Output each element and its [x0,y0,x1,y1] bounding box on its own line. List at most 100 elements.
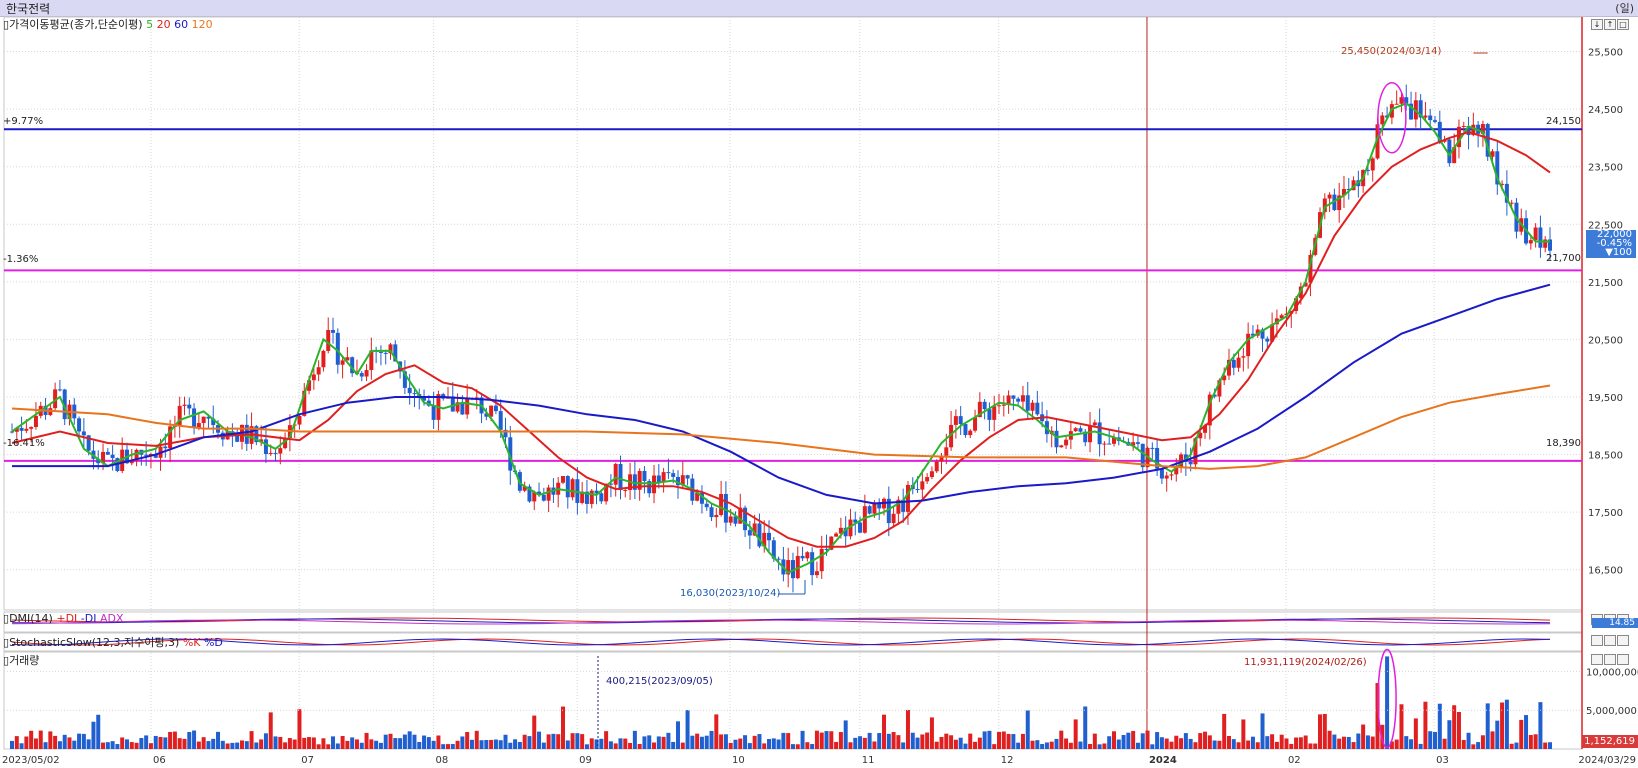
volume-current-badge: 1,152,619 [1582,735,1638,748]
volume-bar [1495,720,1500,749]
volume-bar [268,712,273,749]
bottom-pct-label: -16.41% [3,438,45,449]
volume-bar [1471,744,1476,749]
candle-body [383,352,388,354]
candle-body [934,461,939,472]
candle-body [1030,402,1035,411]
volume-bar [1519,719,1524,749]
volume-bar [671,741,676,749]
y-tick-label: 21,500 [1588,278,1623,289]
candle-body [163,446,168,449]
candle-body [905,484,910,512]
ma-period-60: 60 [174,18,189,31]
volume-bar [570,733,575,749]
candle-body [699,493,704,504]
candle-body [1452,147,1457,164]
candle-body [824,548,829,550]
dmi-legend[interactable]: ▯DMI(14) +DI -DI ADX [3,612,124,625]
pane-down-button[interactable] [1591,654,1603,665]
candle-body [326,329,331,351]
volume-bar [67,737,72,749]
candle-body [1212,394,1217,397]
pane-down-button[interactable] [1591,635,1603,646]
volume-bar [987,730,992,749]
candle-body [1159,468,1164,479]
volume-bar [1461,739,1466,749]
candle-body [1365,169,1370,171]
candle-body [19,427,24,431]
volume-bar [968,733,973,749]
volume-bar [101,742,106,749]
candle-body [129,460,134,464]
volume-bar [939,736,944,749]
x-tick-label: 11 [862,755,875,766]
volume-bar [819,732,824,749]
volume-bar [211,738,216,749]
candle-body [1538,227,1543,248]
candle-body [1418,100,1423,118]
candle-body [378,351,383,353]
volume-bar [1150,744,1155,749]
volume-bar [944,733,949,749]
pane-maximize-button[interactable]: □ [1617,19,1629,30]
pane-up-button[interactable] [1604,635,1616,646]
candle-body [1370,158,1375,171]
candle-body [1495,151,1500,185]
volume-bar [369,739,374,749]
volume-bar [96,714,101,749]
pane-down-button[interactable]: ↓ [1591,19,1603,30]
volume-bar [1298,737,1303,749]
volume-bar [1159,737,1164,749]
pane-up-button[interactable]: ↑ [1604,19,1616,30]
volume-bar [901,742,906,749]
candle-body [685,475,690,479]
candle-body [618,463,623,491]
dmi-pane [3,611,1583,633]
ma-period-5: 5 [146,18,154,31]
stoch-legend-icon: ▯ [3,636,10,649]
volume-bar [239,740,244,749]
volume-bar [1279,734,1284,749]
volume-bar [479,740,484,749]
volume-bar [230,742,235,749]
volume-bar [29,730,34,749]
volume-bar [580,734,585,749]
candle-body [268,452,273,454]
y-tick-label: 24,500 [1588,105,1623,116]
volume-bar [723,734,728,749]
volume-bar [752,735,757,749]
volume-bar [33,738,38,749]
candle-body [814,571,819,576]
candle-body [1064,439,1069,446]
stock-name: 한국전력 [6,2,51,16]
volume-bar [1294,737,1299,749]
volume-bar [1044,742,1049,749]
candle-body [24,428,29,431]
pane-maximize-button[interactable] [1617,654,1629,665]
volume-bar [1164,738,1169,749]
volume-bar [915,737,920,749]
stoch-legend[interactable]: ▯StochasticSlow(12,3,지수이평,3) %K %D [3,634,223,650]
y-tick-label: 20,500 [1588,335,1623,346]
volume-bar [896,735,901,749]
volume-bar [1284,738,1289,749]
volume-bar [1121,735,1126,749]
volume-bar [1322,713,1327,749]
candle-body [340,360,345,365]
volume-bar [105,742,110,749]
current-change-pct: -0.45% [1596,238,1632,249]
volume-legend[interactable]: ▯거래량 [3,652,39,668]
volume-bar [958,737,963,749]
candle-body [311,374,316,381]
volume-bar [244,741,249,749]
pane-maximize-button[interactable] [1617,635,1629,646]
pane-up-button[interactable] [1604,654,1616,665]
ma-legend[interactable]: ▯가격이동평균(종가,단순이평) 5 20 60 120 [3,16,213,32]
candle-body [1222,375,1227,381]
volume-min-annotation: 400,215(2023/09/05) [606,676,713,687]
volume-bar [417,741,422,749]
high-annotation: 25,450(2024/03/14) [1341,46,1442,57]
volume-bar [632,730,637,749]
volume-bar [743,735,748,749]
